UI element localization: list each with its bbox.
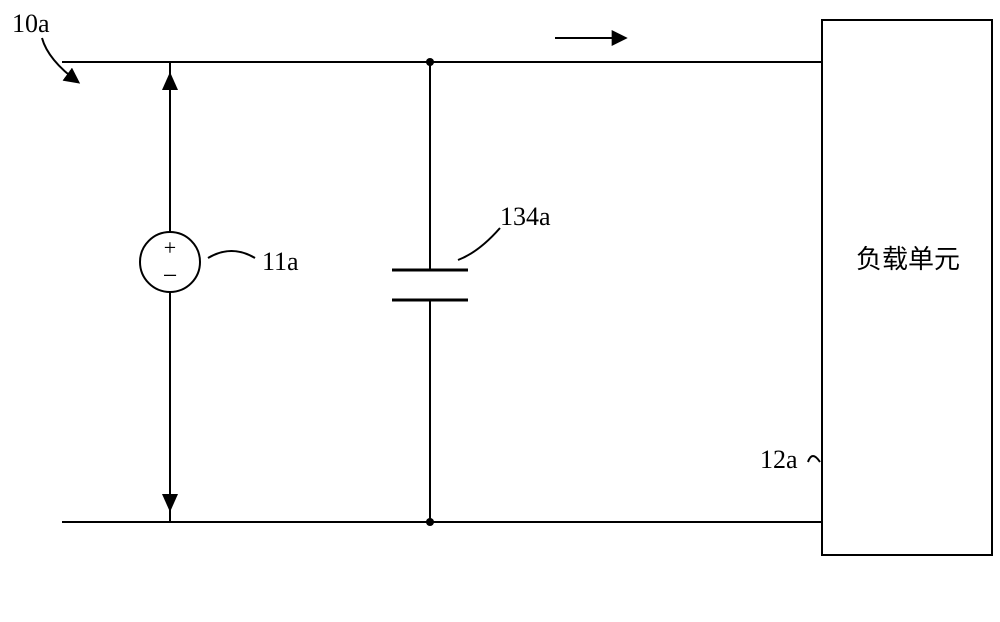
cap-label: 134a: [500, 202, 551, 231]
ref-label-10a: 10a: [12, 9, 50, 38]
source-minus: −: [163, 261, 178, 290]
load-text: 负载单元: [856, 245, 960, 274]
node-bottom: [426, 518, 434, 526]
source-plus: +: [164, 235, 176, 260]
load-label: 12a: [760, 445, 798, 474]
load-box: [822, 20, 992, 555]
node-top: [426, 58, 434, 66]
source-label: 11a: [262, 247, 299, 276]
